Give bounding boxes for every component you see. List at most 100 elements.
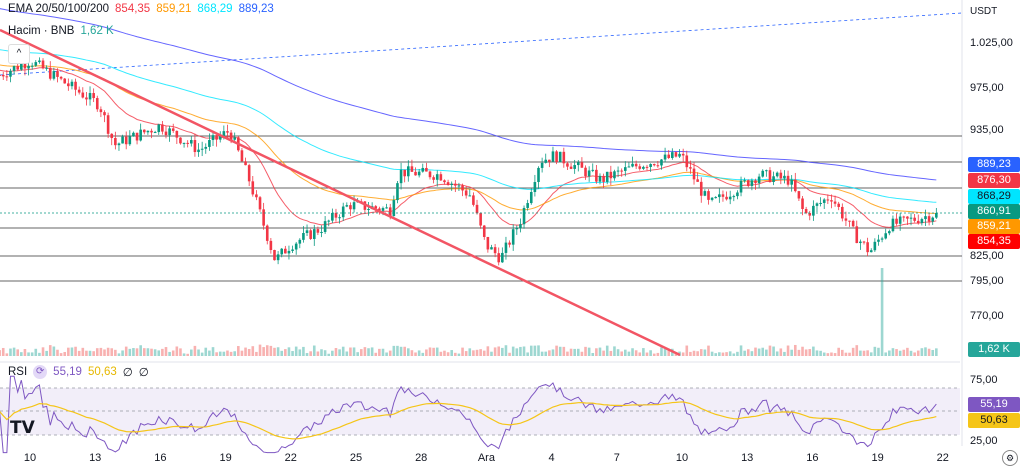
volume-bar — [320, 349, 323, 356]
candle-body — [208, 140, 211, 147]
candle-body — [855, 226, 859, 244]
candle-body — [793, 179, 797, 192]
candle-body — [866, 242, 869, 253]
volume-bar — [16, 349, 20, 356]
candle-body — [150, 130, 153, 133]
candle-body — [461, 185, 464, 191]
candle-body — [490, 247, 493, 250]
candle-body — [27, 65, 30, 69]
collapse-legend-button[interactable]: ^ — [8, 44, 30, 64]
volume-bar — [443, 350, 446, 356]
volume-bar — [888, 350, 891, 356]
volume-bar — [616, 349, 620, 356]
candle-body — [504, 242, 508, 253]
currency-label[interactable]: USDT — [970, 6, 998, 17]
volume-bar — [808, 349, 812, 356]
candle-body — [605, 171, 609, 182]
volume-bar — [754, 347, 757, 356]
time-tick: 13 — [741, 452, 754, 464]
volume-bar — [95, 348, 99, 356]
volume-bar — [0, 350, 1, 356]
volume-bar — [721, 352, 725, 356]
candle-body — [265, 225, 269, 241]
candle-body — [117, 143, 121, 146]
volume-bar — [638, 352, 642, 356]
volume-bar — [425, 349, 428, 356]
volume-bar — [421, 352, 425, 356]
candle-body — [678, 153, 681, 157]
candle-body — [869, 250, 873, 253]
candle-body — [537, 167, 540, 183]
price-tick: 935,00 — [970, 124, 1004, 136]
volume-bar — [924, 347, 927, 356]
volume-bar — [891, 348, 895, 356]
candle-body — [660, 159, 663, 166]
candle-body — [746, 180, 750, 186]
candle-body — [627, 166, 631, 168]
candle-body — [501, 252, 504, 263]
ema200-badge: 889,23 — [968, 157, 1020, 172]
candle-body — [797, 191, 801, 199]
candle-body — [609, 171, 613, 179]
candle-body — [468, 195, 472, 197]
volume-bar — [67, 347, 70, 356]
candle-body — [685, 155, 689, 168]
candle-body — [381, 208, 385, 211]
candle-body — [316, 229, 320, 233]
ema200-value: 889,23 — [238, 3, 274, 15]
candle-body — [388, 207, 392, 217]
volume-bar — [48, 345, 52, 356]
candle-body — [728, 196, 732, 200]
volume-bar — [370, 347, 374, 356]
candle-body — [848, 220, 851, 222]
volume-bar — [356, 352, 359, 356]
candle-body — [576, 162, 580, 166]
candle-body — [898, 216, 902, 224]
settings-icon[interactable]: ⚙ — [1002, 450, 1018, 466]
candle-body — [652, 164, 656, 166]
volume-badge: 1,62 K — [968, 342, 1020, 357]
volume-bar — [739, 345, 743, 356]
candle-body — [721, 194, 725, 197]
candle-body — [12, 66, 16, 71]
volume-bar — [844, 352, 848, 356]
volume-bar — [410, 350, 414, 356]
candle-body — [569, 166, 573, 169]
candle-body — [548, 159, 551, 162]
volume-bar — [652, 353, 656, 356]
rsi-legend: RSI ⟳ 55,19 50,63 ∅ ∅ — [8, 365, 149, 379]
candle-body — [63, 78, 67, 84]
volume-bar — [804, 349, 808, 356]
candle-body — [812, 205, 815, 216]
time-tick: 4 — [548, 452, 555, 464]
volume-bar — [819, 350, 822, 356]
candle-body — [671, 152, 674, 158]
time-tick: 7 — [613, 452, 620, 464]
volume-bar — [407, 348, 410, 356]
candle-body — [305, 230, 309, 234]
volume-bar — [218, 351, 222, 356]
candle-body — [891, 218, 895, 232]
candle-body — [772, 176, 775, 182]
candle-body — [692, 168, 696, 180]
candle-body — [204, 146, 208, 149]
candle-body — [190, 140, 193, 144]
volume-bar — [772, 346, 775, 356]
volume-bar — [435, 347, 439, 356]
candle-body — [421, 167, 425, 172]
candle-body — [30, 65, 34, 67]
candle-body — [631, 163, 634, 167]
ema100-value: 868,29 — [197, 3, 233, 15]
candle-body — [786, 175, 790, 185]
candle-body — [132, 132, 135, 137]
volume-bar — [200, 352, 204, 356]
volume-bar — [186, 353, 189, 356]
candle-body — [511, 229, 515, 245]
volume-bar — [826, 353, 830, 356]
candle-body — [522, 207, 526, 225]
candle-body — [244, 161, 247, 166]
volume-bar — [743, 350, 746, 356]
time-tick: 22 — [284, 452, 297, 464]
candle-body — [385, 207, 388, 209]
